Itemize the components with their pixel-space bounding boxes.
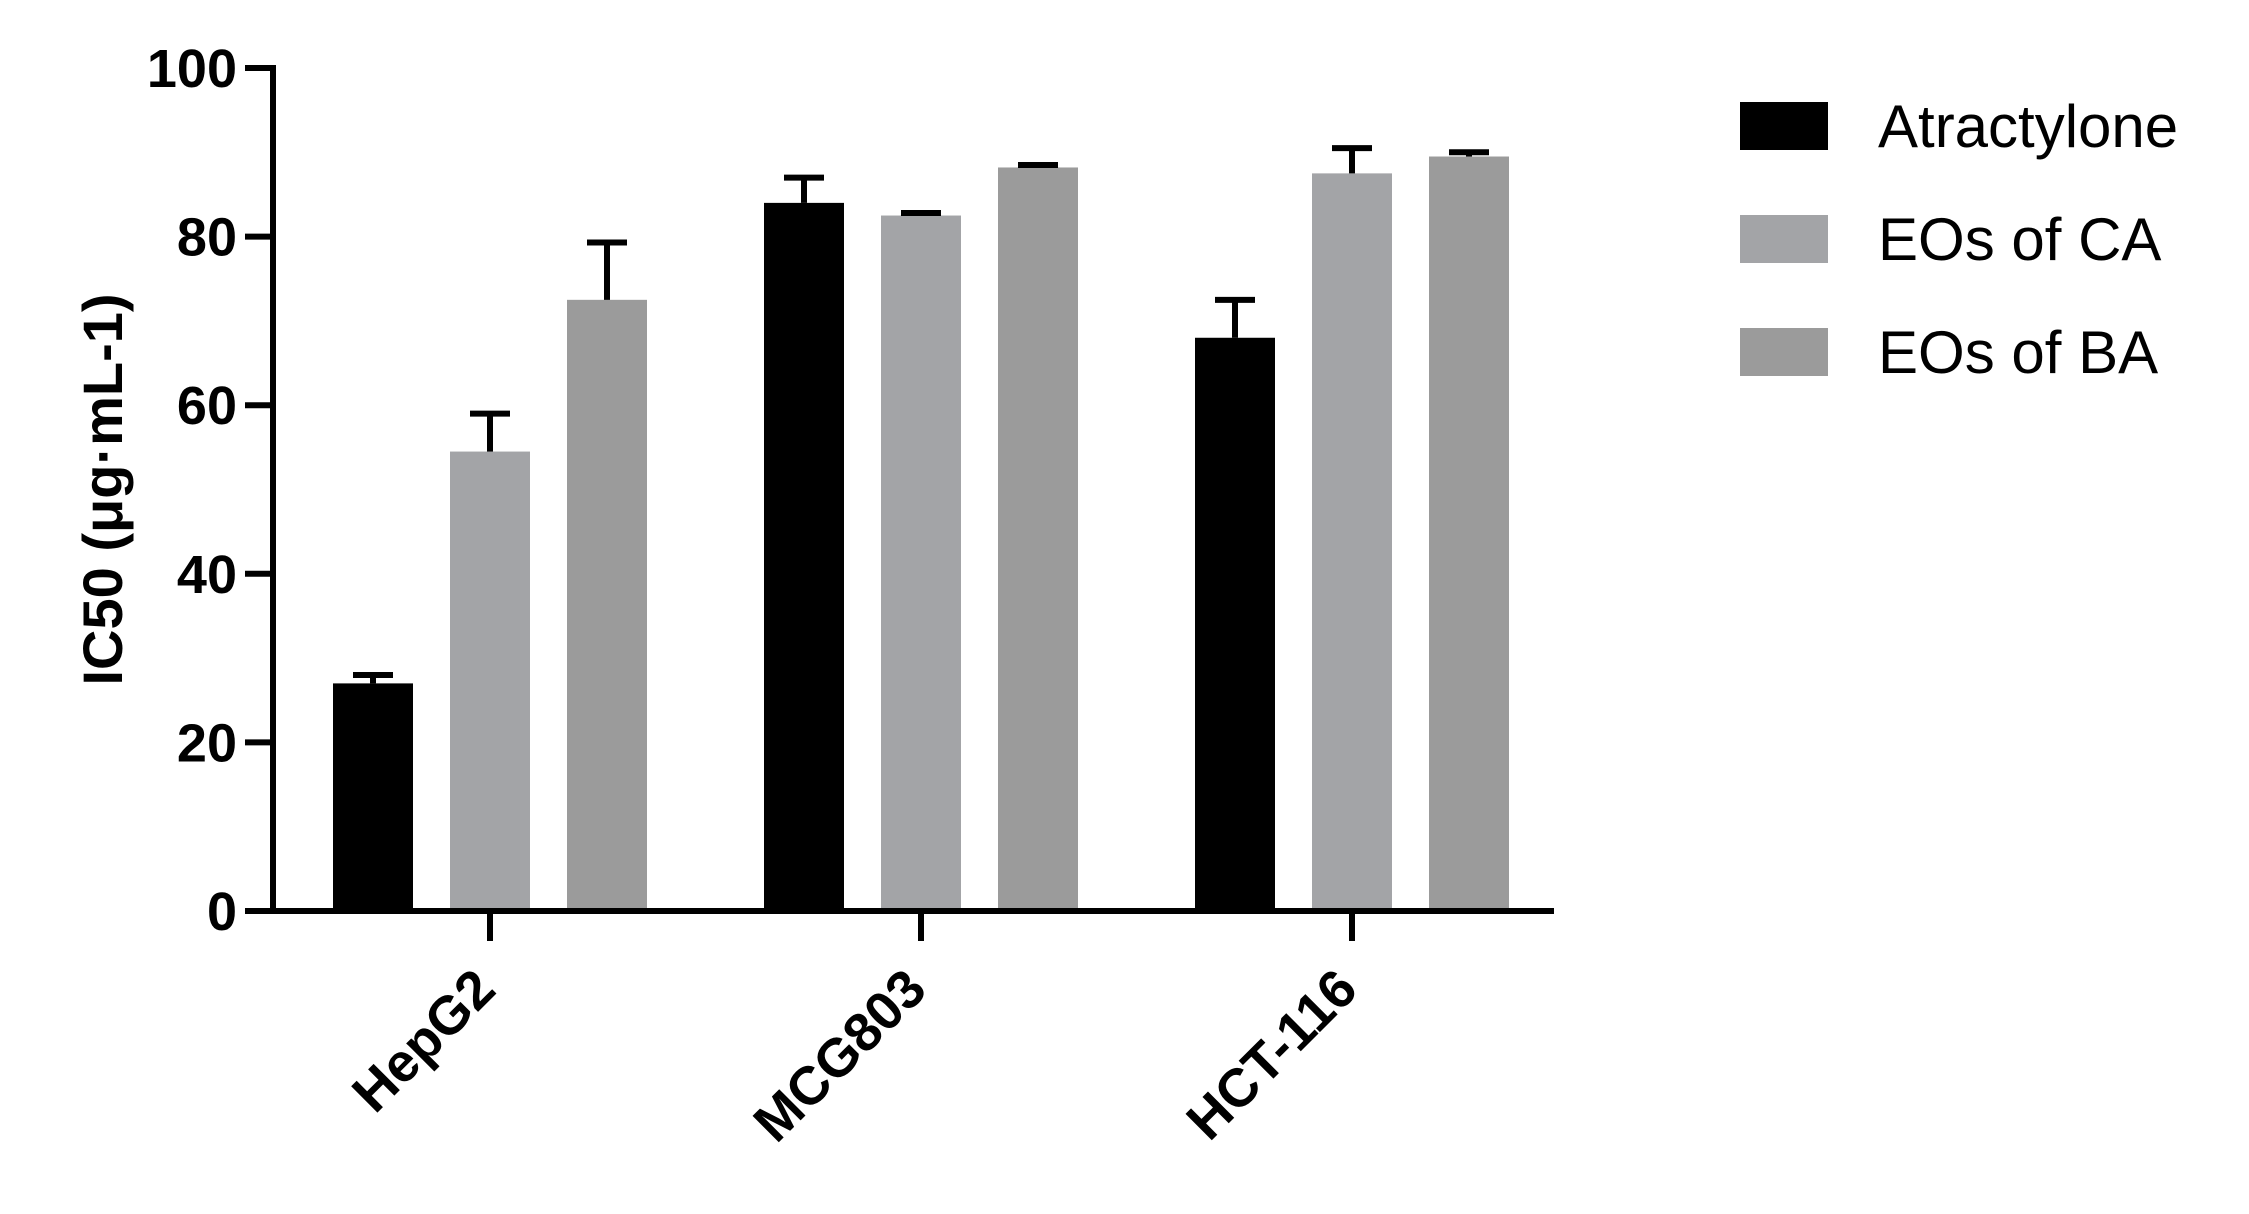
- legend-swatch: [1740, 215, 1828, 263]
- bar: [998, 167, 1078, 911]
- legend-label: EOs of BA: [1878, 319, 2158, 386]
- y-tick-label: 100: [147, 39, 237, 99]
- bar: [764, 202, 844, 911]
- x-tick-label: HCT-116: [1175, 958, 1368, 1151]
- bar: [333, 683, 413, 911]
- bars-layer: [333, 145, 1509, 911]
- axes-layer: [270, 65, 1554, 914]
- x-tick-label: MCG803: [742, 958, 937, 1153]
- bar: [1312, 173, 1392, 911]
- y-tick-label: 20: [177, 713, 237, 773]
- legend-label: EOs of CA: [1878, 206, 2161, 273]
- bar: [567, 299, 647, 911]
- bar: [1195, 337, 1275, 911]
- legend-swatch: [1740, 102, 1828, 150]
- y-axis-title: IC50 (μg·mL-1): [71, 293, 134, 685]
- y-tick-label: 40: [177, 545, 237, 605]
- bar: [450, 451, 530, 911]
- bar: [881, 215, 961, 911]
- y-ticks: 0 20 40 60 80 100: [147, 39, 273, 942]
- y-tick-label: 0: [207, 882, 237, 942]
- y-tick-label: 60: [177, 376, 237, 436]
- x-tick-label: HepG2: [341, 958, 507, 1124]
- legend-label: Atractylone: [1878, 93, 2178, 160]
- x-ticks: HepG2 MCG803 HCT-116: [341, 911, 1368, 1153]
- legend: Atractylone EOs of CA EOs of BA: [1740, 93, 2178, 386]
- legend-swatch: [1740, 328, 1828, 376]
- y-tick-label: 80: [177, 208, 237, 268]
- bar: [1429, 156, 1509, 911]
